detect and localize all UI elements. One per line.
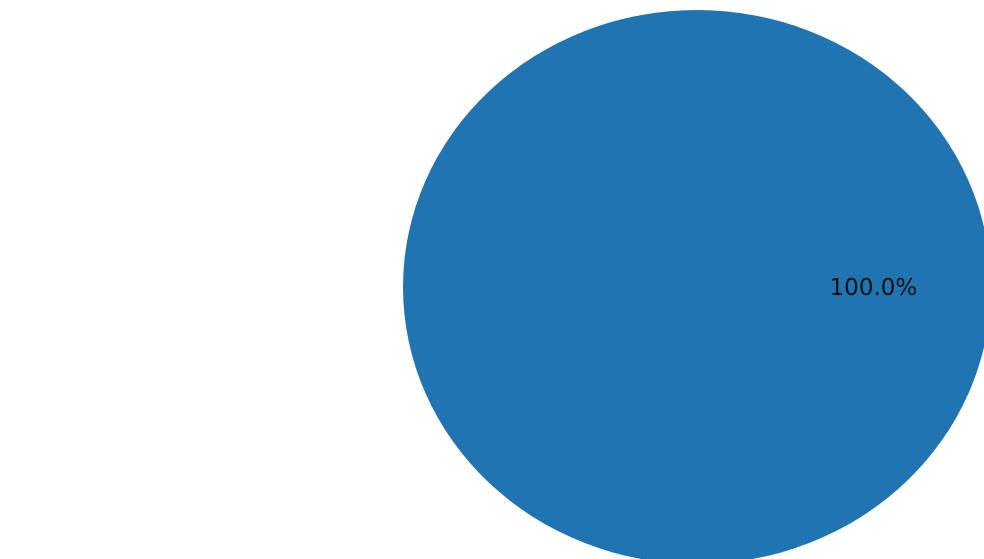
- pie-labels: Eventos e Ações Culturais100.0%: [830, 275, 918, 301]
- slice-percent-label: 100.0%: [830, 275, 918, 301]
- pie-slices: [403, 10, 984, 559]
- pie-slice: [403, 10, 984, 559]
